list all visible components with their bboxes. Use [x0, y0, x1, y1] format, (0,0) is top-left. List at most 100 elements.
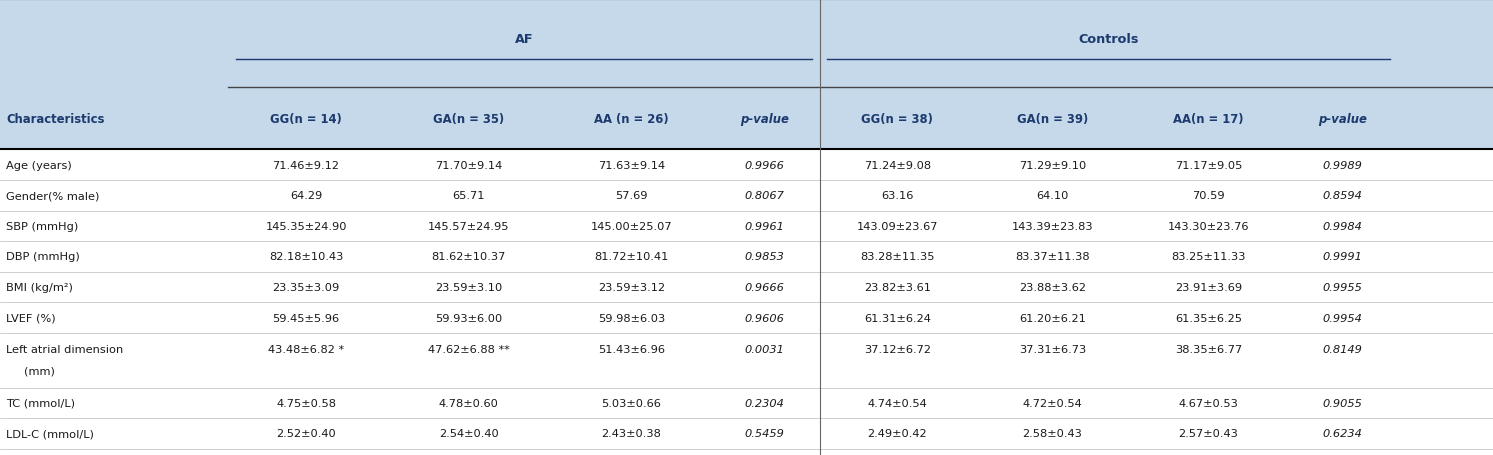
- Text: 71.63±9.14: 71.63±9.14: [599, 161, 664, 170]
- Text: 37.12±6.72: 37.12±6.72: [864, 344, 930, 354]
- Bar: [0, 272, 1493, 303]
- Text: 0.9961: 0.9961: [745, 222, 784, 231]
- Text: p-value: p-value: [1318, 112, 1366, 125]
- Text: 2.49±0.42: 2.49±0.42: [867, 429, 927, 438]
- Text: 37.31±6.73: 37.31±6.73: [1018, 344, 1087, 354]
- Text: 0.8594: 0.8594: [1323, 191, 1362, 201]
- Text: 145.57±24.95: 145.57±24.95: [428, 222, 509, 231]
- Bar: [0, 150, 1493, 181]
- Text: AA(n = 17): AA(n = 17): [1173, 112, 1244, 125]
- Bar: [0, 181, 1493, 211]
- Text: 81.72±10.41: 81.72±10.41: [594, 252, 669, 262]
- Text: 4.75±0.58: 4.75±0.58: [276, 398, 336, 408]
- Text: 81.62±10.37: 81.62±10.37: [431, 252, 506, 262]
- Text: p-value: p-value: [741, 112, 788, 125]
- Text: 0.6234: 0.6234: [1323, 429, 1362, 438]
- Text: 0.9954: 0.9954: [1323, 313, 1362, 323]
- Text: 23.88±3.62: 23.88±3.62: [1020, 283, 1085, 292]
- Text: 145.00±25.07: 145.00±25.07: [591, 222, 672, 231]
- Text: Age (years): Age (years): [6, 161, 72, 170]
- Text: 2.54±0.40: 2.54±0.40: [439, 429, 499, 438]
- Text: GG(n = 14): GG(n = 14): [270, 112, 342, 125]
- Text: 2.43±0.38: 2.43±0.38: [602, 429, 661, 438]
- Text: 38.35±6.77: 38.35±6.77: [1175, 344, 1242, 354]
- Text: 65.71: 65.71: [452, 191, 485, 201]
- Text: 0.5459: 0.5459: [745, 429, 784, 438]
- Bar: [0, 211, 1493, 242]
- Text: AA (n = 26): AA (n = 26): [594, 112, 669, 125]
- Text: 23.35±3.09: 23.35±3.09: [272, 283, 340, 292]
- Text: 143.39±23.83: 143.39±23.83: [1012, 222, 1093, 231]
- Text: 63.16: 63.16: [881, 191, 914, 201]
- Text: LVEF (%): LVEF (%): [6, 313, 55, 323]
- Text: 59.45±5.96: 59.45±5.96: [273, 313, 339, 323]
- Bar: [0, 0, 1493, 87]
- Text: 143.09±23.67: 143.09±23.67: [857, 222, 938, 231]
- Text: 83.25±11.33: 83.25±11.33: [1172, 252, 1245, 262]
- Text: 61.35±6.25: 61.35±6.25: [1175, 313, 1242, 323]
- Text: 4.67±0.53: 4.67±0.53: [1178, 398, 1239, 408]
- Text: 47.62±6.88 **: 47.62±6.88 **: [428, 344, 509, 354]
- Text: 71.46±9.12: 71.46±9.12: [273, 161, 339, 170]
- Text: 0.9955: 0.9955: [1323, 283, 1362, 292]
- Text: (mm): (mm): [24, 365, 55, 375]
- Text: 61.20±6.21: 61.20±6.21: [1020, 313, 1085, 323]
- Text: TC (mmol/L): TC (mmol/L): [6, 398, 75, 408]
- Text: 64.10: 64.10: [1036, 191, 1069, 201]
- Text: 4.72±0.54: 4.72±0.54: [1023, 398, 1082, 408]
- Text: 0.9055: 0.9055: [1323, 398, 1362, 408]
- Text: GG(n = 38): GG(n = 38): [861, 112, 933, 125]
- Text: DBP (mmHg): DBP (mmHg): [6, 252, 79, 262]
- Text: 0.2304: 0.2304: [745, 398, 784, 408]
- Text: 4.74±0.54: 4.74±0.54: [867, 398, 927, 408]
- Text: 23.91±3.69: 23.91±3.69: [1175, 283, 1242, 292]
- Text: Left atrial dimension: Left atrial dimension: [6, 344, 124, 354]
- Text: 64.29: 64.29: [290, 191, 322, 201]
- Text: 0.9984: 0.9984: [1323, 222, 1362, 231]
- Text: BMI (kg/m²): BMI (kg/m²): [6, 283, 73, 292]
- Text: Gender(% male): Gender(% male): [6, 191, 100, 201]
- Text: 0.9991: 0.9991: [1323, 252, 1362, 262]
- Bar: [0, 242, 1493, 272]
- Text: 0.0031: 0.0031: [745, 344, 784, 354]
- Text: Controls: Controls: [1078, 33, 1139, 46]
- Text: GA(n = 35): GA(n = 35): [433, 112, 505, 125]
- Text: AF: AF: [515, 33, 533, 46]
- Text: 0.9853: 0.9853: [745, 252, 784, 262]
- Text: 2.57±0.43: 2.57±0.43: [1178, 429, 1239, 438]
- Text: 0.9966: 0.9966: [745, 161, 784, 170]
- Text: 23.59±3.12: 23.59±3.12: [599, 283, 664, 292]
- Text: 71.29±9.10: 71.29±9.10: [1018, 161, 1087, 170]
- Bar: [0, 388, 1493, 418]
- Text: 71.17±9.05: 71.17±9.05: [1175, 161, 1242, 170]
- Text: 145.35±24.90: 145.35±24.90: [266, 222, 346, 231]
- Text: 23.82±3.61: 23.82±3.61: [864, 283, 930, 292]
- Text: 0.9606: 0.9606: [745, 313, 784, 323]
- Text: SBP (mmHg): SBP (mmHg): [6, 222, 78, 231]
- Text: 51.43±6.96: 51.43±6.96: [599, 344, 664, 354]
- Text: 70.59: 70.59: [1193, 191, 1224, 201]
- Bar: [0, 333, 1493, 388]
- Text: 0.9666: 0.9666: [745, 283, 784, 292]
- Text: 4.78±0.60: 4.78±0.60: [439, 398, 499, 408]
- Text: Characteristics: Characteristics: [6, 112, 105, 125]
- Text: 0.8149: 0.8149: [1323, 344, 1362, 354]
- Bar: [0, 449, 1493, 455]
- Text: 59.98±6.03: 59.98±6.03: [597, 313, 666, 323]
- Text: 71.70±9.14: 71.70±9.14: [434, 161, 503, 170]
- Text: 2.58±0.43: 2.58±0.43: [1023, 429, 1082, 438]
- Bar: [0, 418, 1493, 449]
- Bar: [0, 87, 1493, 150]
- Text: 0.8067: 0.8067: [745, 191, 784, 201]
- Text: 5.03±0.66: 5.03±0.66: [602, 398, 661, 408]
- Text: 61.31±6.24: 61.31±6.24: [864, 313, 930, 323]
- Text: 71.24±9.08: 71.24±9.08: [864, 161, 930, 170]
- Bar: [0, 303, 1493, 333]
- Text: 82.18±10.43: 82.18±10.43: [269, 252, 343, 262]
- Text: 23.59±3.10: 23.59±3.10: [434, 283, 503, 292]
- Text: LDL-C (mmol/L): LDL-C (mmol/L): [6, 429, 94, 438]
- Text: 57.69: 57.69: [615, 191, 648, 201]
- Text: 59.93±6.00: 59.93±6.00: [434, 313, 503, 323]
- Text: 143.30±23.76: 143.30±23.76: [1168, 222, 1250, 231]
- Text: 83.37±11.38: 83.37±11.38: [1015, 252, 1090, 262]
